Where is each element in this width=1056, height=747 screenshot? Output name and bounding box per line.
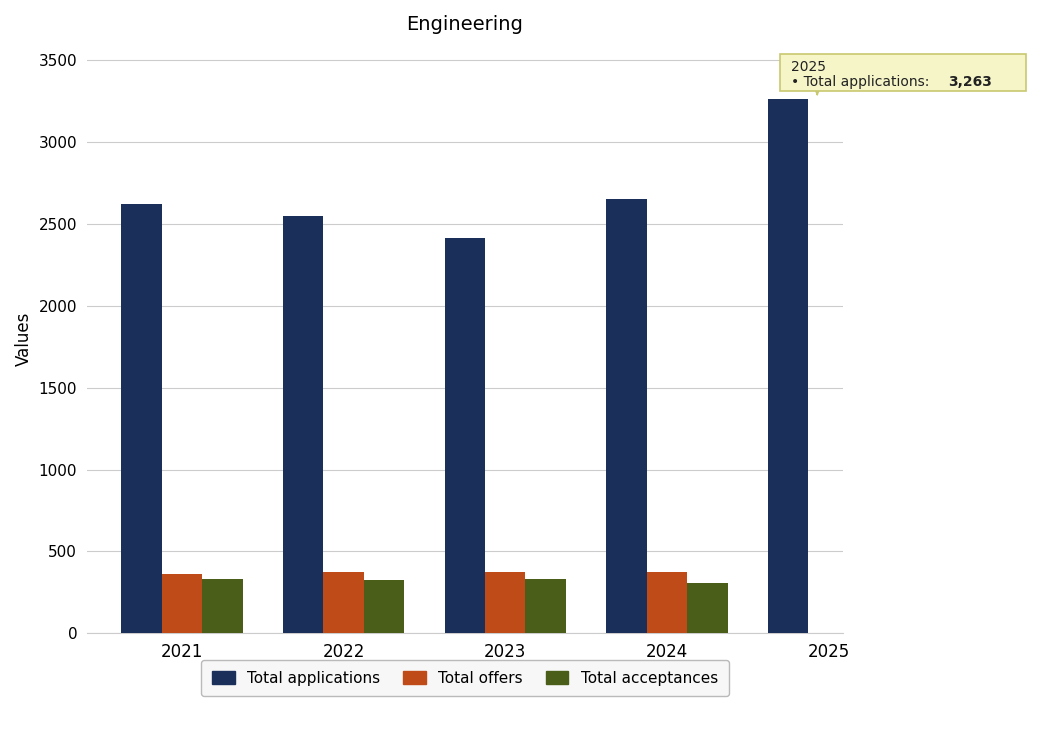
Bar <box>687 583 728 633</box>
Text: 3,263: 3,263 <box>948 75 993 89</box>
Bar <box>606 199 646 633</box>
Bar <box>202 579 243 633</box>
Y-axis label: Values: Values <box>15 311 33 366</box>
Bar <box>363 580 404 633</box>
Bar <box>768 99 809 633</box>
Bar <box>485 572 526 633</box>
Bar <box>162 574 202 633</box>
Bar <box>646 572 687 633</box>
Legend: Total applications, Total offers, Total acceptances: Total applications, Total offers, Total … <box>201 660 729 696</box>
Bar <box>323 572 363 633</box>
Text: • Total applications:: • Total applications: <box>791 75 935 89</box>
FancyBboxPatch shape <box>780 54 1025 91</box>
Bar <box>526 579 566 633</box>
Bar <box>283 216 323 633</box>
Bar <box>121 203 162 633</box>
Title: Engineering: Engineering <box>407 15 524 34</box>
Bar <box>445 238 485 633</box>
Text: 2025: 2025 <box>791 61 827 74</box>
